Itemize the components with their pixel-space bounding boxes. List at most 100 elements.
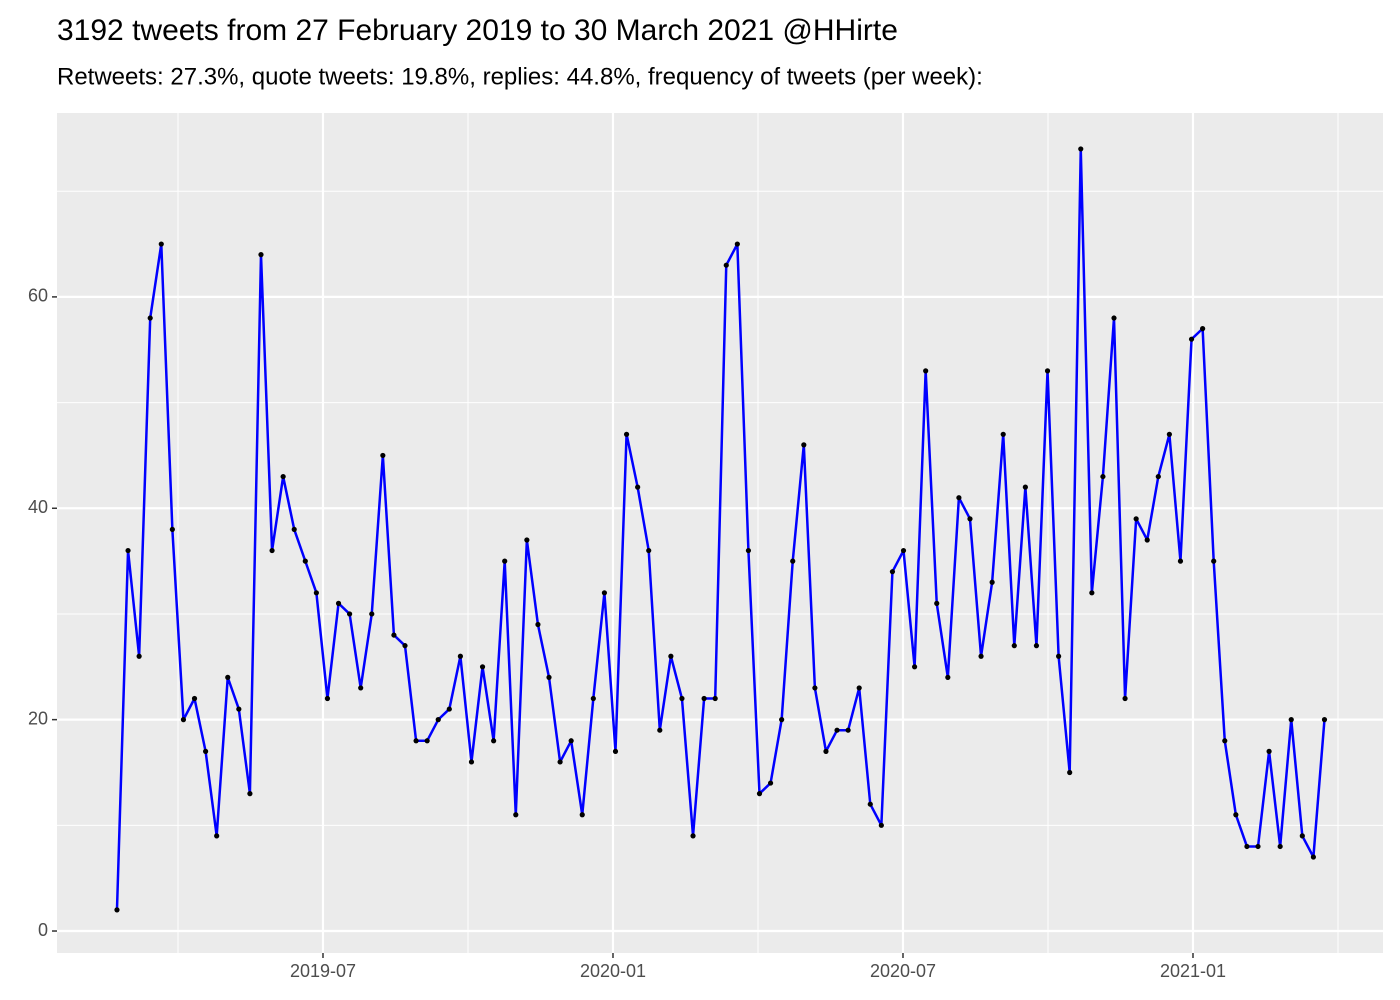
data-point — [1122, 695, 1128, 702]
data-point — [1078, 146, 1084, 152]
data-point — [723, 262, 729, 268]
x-tick-label: 2021-01 — [1160, 961, 1226, 981]
data-point — [1188, 336, 1195, 342]
data-point — [1233, 812, 1239, 818]
data-point — [801, 442, 807, 448]
data-point — [180, 717, 187, 723]
data-point — [147, 315, 153, 321]
data-point — [1166, 431, 1172, 437]
data-point — [1133, 516, 1139, 522]
data-point — [335, 600, 342, 606]
data-point — [590, 695, 596, 702]
x-tick-label: 2020-07 — [870, 961, 936, 981]
data-point — [1100, 473, 1106, 480]
data-point — [324, 695, 331, 702]
data-point — [967, 516, 973, 522]
y-tick-label: 60 — [28, 286, 48, 306]
data-point — [291, 526, 297, 533]
data-point — [568, 738, 574, 744]
data-point — [923, 368, 929, 374]
data-point — [402, 643, 408, 649]
data-point — [457, 653, 463, 659]
data-point — [679, 695, 685, 702]
data-point — [1044, 368, 1051, 374]
data-point — [823, 748, 829, 754]
data-point — [191, 695, 198, 702]
data-point — [114, 907, 120, 913]
data-point — [391, 632, 397, 638]
data-point — [202, 748, 209, 754]
data-point — [646, 547, 652, 554]
data-point — [169, 526, 175, 533]
data-point — [756, 791, 763, 797]
data-point — [468, 759, 475, 765]
data-point — [557, 759, 563, 765]
data-point — [878, 822, 884, 828]
data-point — [635, 484, 641, 490]
data-point — [767, 780, 774, 786]
data-point — [1299, 833, 1305, 839]
data-point — [690, 833, 696, 839]
data-point — [1089, 590, 1095, 596]
data-point — [1111, 315, 1117, 321]
data-point — [779, 717, 785, 723]
data-point — [1155, 473, 1161, 480]
data-point — [158, 241, 164, 247]
series-line — [115, 147, 1326, 910]
data-point — [1266, 748, 1272, 754]
data-point — [380, 452, 386, 459]
data-point — [1022, 484, 1028, 490]
data-point — [214, 833, 220, 839]
data-point — [1277, 843, 1283, 850]
data-point — [302, 558, 308, 564]
data-point — [1177, 558, 1184, 564]
data-point — [513, 812, 519, 818]
data-point — [1056, 653, 1062, 659]
data-point — [347, 611, 353, 617]
chart-subtitle: Retweets: 27.3%, quote tweets: 19.8%, re… — [57, 63, 983, 90]
data-point — [889, 569, 896, 575]
data-point — [479, 664, 486, 670]
data-point — [900, 547, 907, 554]
data-point — [623, 431, 630, 437]
data-point — [579, 812, 585, 818]
data-point — [790, 558, 796, 564]
data-point — [502, 558, 508, 564]
data-point — [136, 653, 142, 659]
data-point — [413, 738, 419, 744]
data-point — [435, 717, 441, 723]
data-point — [1244, 843, 1250, 850]
data-point — [734, 241, 740, 247]
data-point — [269, 547, 275, 554]
data-point — [956, 495, 962, 501]
x-tick-label: 2020-01 — [580, 961, 646, 981]
chart-title: 3192 tweets from 27 February 2019 to 30 … — [57, 14, 898, 47]
data-point — [712, 695, 718, 702]
data-point — [424, 738, 430, 744]
data-point — [535, 621, 541, 628]
data-point — [446, 706, 452, 712]
data-point — [1067, 769, 1073, 776]
data-point — [125, 547, 131, 554]
data-point — [668, 653, 674, 659]
data-point — [258, 252, 264, 258]
data-point — [1288, 717, 1294, 723]
data-point — [657, 727, 663, 733]
data-point — [812, 685, 818, 691]
data-point — [745, 547, 752, 554]
data-point — [834, 727, 840, 733]
data-point — [867, 801, 873, 807]
data-point — [945, 674, 951, 680]
y-tick-label: 0 — [38, 920, 48, 940]
data-point — [1211, 558, 1217, 564]
y-tick-label: 40 — [28, 497, 48, 517]
data-point — [934, 600, 940, 606]
data-point — [1011, 643, 1017, 649]
data-point — [524, 537, 530, 543]
data-point — [1310, 854, 1316, 860]
data-point — [1321, 717, 1328, 723]
data-point — [491, 738, 497, 744]
data-point — [911, 664, 918, 670]
